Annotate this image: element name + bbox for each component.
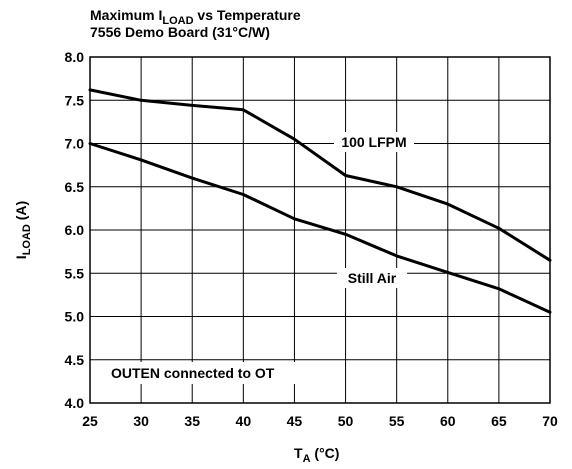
- x-tick-labels: 25 30 35 40 45 50 55 60 65 70: [82, 413, 558, 429]
- y-tick-label: 7.5: [65, 92, 85, 108]
- series-label-still-air: Still Air: [348, 270, 397, 286]
- title-sub: LOAD: [162, 15, 193, 27]
- series-lines: [88, 88, 552, 314]
- title-main: Maximum I: [90, 7, 162, 23]
- x-tick-label: 30: [133, 413, 149, 429]
- y-tick-label: 6.5: [65, 179, 85, 195]
- y-tick-label: 6.0: [65, 222, 85, 238]
- xlabel-rest: (°C): [311, 445, 340, 461]
- series-line-100-lfpm: [88, 88, 552, 262]
- x-tick-label: 55: [389, 413, 405, 429]
- x-tick-label: 25: [82, 413, 98, 429]
- series-label-bg: [337, 268, 407, 288]
- title-rest: vs Temperature: [194, 7, 301, 23]
- grid: [89, 56, 551, 404]
- y-tick-labels: 4.0 4.5 5.0 5.5 6.0 6.5 7.0 7.5 8.0: [65, 49, 85, 411]
- x-tick-label: 45: [287, 413, 303, 429]
- series-line-still-air: [88, 142, 552, 314]
- note-annotation: OUTEN connected to OT: [111, 365, 275, 381]
- xlabel-main: T: [294, 445, 303, 461]
- xlabel-sub: A: [303, 453, 311, 465]
- y-tick-label: 5.5: [65, 265, 85, 281]
- x-tick-label: 35: [184, 413, 200, 429]
- chart-subtitle: 7556 Demo Board (31°C/W): [90, 24, 270, 40]
- x-axis-label: TA (°C): [294, 445, 339, 465]
- y-tick-label: 7.0: [65, 136, 85, 152]
- x-tick-label: 60: [440, 413, 456, 429]
- y-axis-label: ILOAD (A): [13, 201, 33, 259]
- y-tick-label: 4.5: [65, 352, 85, 368]
- series-label-100-lfpm: 100 LFPM: [341, 134, 406, 150]
- plot-frame: [89, 56, 551, 404]
- x-tick-label: 50: [338, 413, 354, 429]
- series-label-bg: [334, 132, 414, 152]
- ylabel-main: I: [13, 255, 29, 259]
- series-labels: 100 LFPM Still Air: [334, 132, 414, 288]
- y-tick-label: 4.0: [65, 395, 85, 411]
- y-tick-label: 5.0: [65, 309, 85, 325]
- x-tick-label: 70: [542, 413, 558, 429]
- chart-title-line1: Maximum ILOAD vs Temperature: [90, 7, 301, 27]
- x-tick-label: 65: [491, 413, 507, 429]
- y-tick-label: 8.0: [65, 49, 85, 65]
- ylabel-sub: LOAD: [21, 224, 33, 255]
- note-bg: [108, 362, 302, 384]
- x-tick-label: 40: [236, 413, 252, 429]
- ylabel-rest: (A): [13, 201, 29, 224]
